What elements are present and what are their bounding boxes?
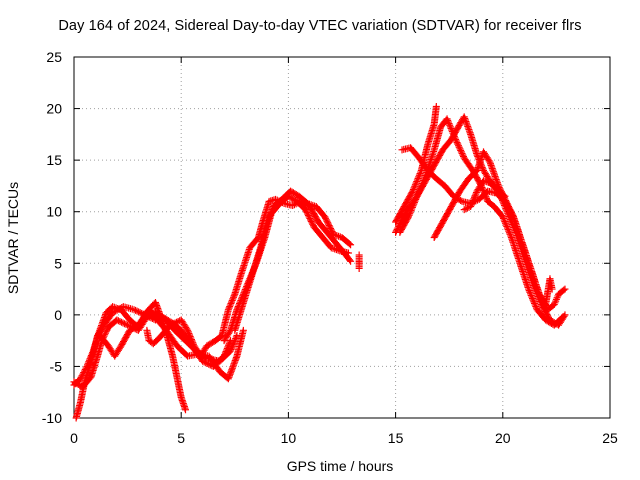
y-tick-label: -10 <box>42 410 62 426</box>
x-axis-label: GPS time / hours <box>287 458 394 474</box>
series-track-10 <box>392 103 440 226</box>
plot-frame <box>73 56 611 419</box>
series-track-1 <box>70 298 189 414</box>
axis-ticks: 0 5 10 15 20 25 -10 -5 0 5 10 15 20 25 <box>42 49 618 446</box>
y-tick-label: 0 <box>54 307 62 323</box>
series-track-14 <box>460 177 509 214</box>
series-track-7 <box>231 187 355 334</box>
marker-path <box>231 187 355 334</box>
grid-lines <box>74 57 610 418</box>
x-tick-label: 10 <box>281 430 297 446</box>
y-tick-label: 25 <box>46 49 62 65</box>
x-tick-label: 20 <box>495 430 511 446</box>
y-tick-label: 5 <box>54 255 62 271</box>
y-tick-label: 10 <box>46 204 62 220</box>
y-axis-label: SDTVAR / TECUs <box>5 182 21 294</box>
marker-path <box>70 298 189 414</box>
marker-path <box>430 148 556 309</box>
x-tick-label: 5 <box>177 430 185 446</box>
series-track-13 <box>430 148 556 309</box>
marker-path <box>355 251 363 272</box>
y-tick-label: -5 <box>50 358 63 374</box>
y-tick-label: 20 <box>46 101 62 117</box>
x-tick-label: 0 <box>70 430 78 446</box>
data-points <box>70 103 569 422</box>
x-tick-label: 25 <box>602 430 618 446</box>
chart-title: Day 164 of 2024, Sidereal Day-to-day VTE… <box>58 18 582 34</box>
y-tick-label: 15 <box>46 152 62 168</box>
series-track-8 <box>355 251 363 272</box>
x-tick-label: 15 <box>388 430 404 446</box>
